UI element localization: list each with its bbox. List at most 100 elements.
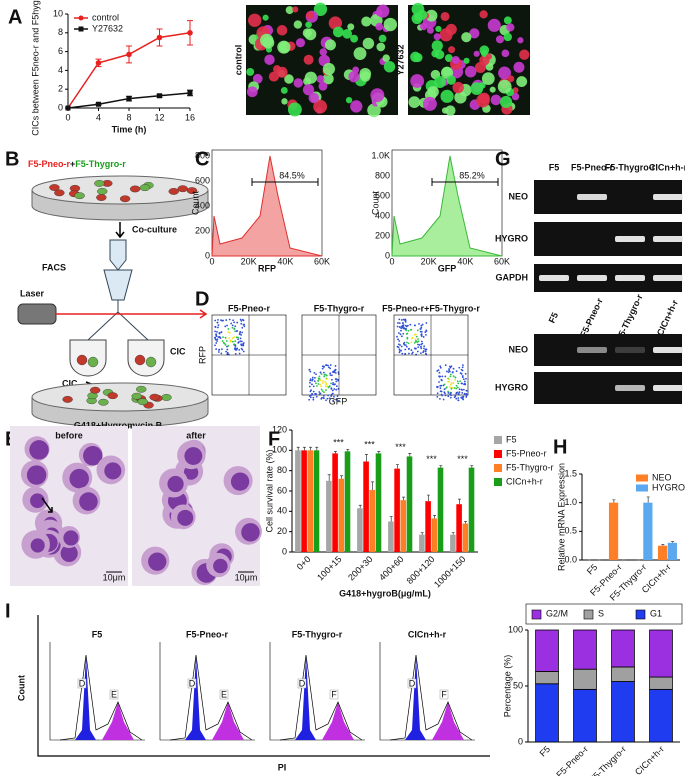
y-tick-label: 80 — [277, 465, 287, 475]
event — [464, 393, 467, 396]
bar — [394, 468, 400, 552]
event — [414, 338, 417, 341]
event — [440, 393, 443, 396]
cell — [464, 65, 477, 78]
event — [315, 382, 317, 385]
band — [615, 385, 645, 391]
error-bar — [377, 451, 381, 454]
cell — [362, 37, 375, 50]
cell — [87, 356, 99, 368]
event — [325, 399, 327, 402]
event — [408, 347, 411, 350]
cell — [507, 75, 515, 83]
cell — [322, 62, 335, 76]
event — [335, 388, 338, 391]
cell — [97, 187, 108, 195]
event — [408, 352, 410, 355]
cell — [367, 103, 381, 118]
event — [409, 323, 412, 326]
axis-line — [269, 642, 365, 741]
x-tick-label: CICn+h-r — [633, 744, 666, 776]
event — [462, 398, 465, 401]
event — [420, 324, 423, 327]
event — [331, 389, 334, 392]
event — [242, 342, 245, 344]
event — [413, 333, 416, 336]
event — [315, 395, 318, 398]
event — [459, 380, 461, 383]
bar — [344, 451, 351, 552]
histogram-curve — [211, 155, 323, 257]
cell — [503, 16, 512, 25]
event — [321, 382, 324, 384]
event — [219, 337, 222, 339]
event — [436, 370, 439, 372]
tube — [69, 339, 107, 377]
event — [448, 368, 450, 370]
cell — [431, 40, 443, 52]
event — [217, 326, 219, 329]
cell — [490, 94, 502, 106]
quadrant — [212, 315, 286, 395]
significance-label: *** — [333, 438, 344, 448]
axis-line — [379, 642, 475, 741]
event — [410, 349, 413, 351]
event — [455, 387, 458, 390]
event — [324, 385, 327, 388]
cell — [413, 53, 423, 63]
event — [422, 351, 424, 354]
event — [227, 344, 230, 347]
cell — [347, 23, 355, 31]
band — [577, 347, 607, 353]
nucleus — [26, 465, 47, 485]
plot-title: F5-Pneo-r+F5-Thygro-r — [382, 303, 480, 313]
gate-label: 84.5% — [279, 170, 305, 180]
cell — [177, 185, 188, 193]
y-axis-label: Percentage (%) — [502, 655, 512, 718]
cell — [305, 21, 312, 28]
event — [312, 398, 315, 401]
cell — [302, 28, 312, 38]
cell — [410, 74, 425, 88]
legend-box — [525, 603, 683, 625]
error-bar — [346, 448, 350, 452]
point — [156, 34, 163, 41]
event — [314, 392, 317, 395]
event — [226, 351, 229, 354]
event — [335, 378, 338, 381]
event — [411, 336, 414, 339]
event — [421, 323, 424, 326]
event — [401, 335, 403, 338]
event — [334, 365, 337, 367]
histogram-line — [59, 654, 143, 741]
y-tick-label: 0 — [518, 736, 523, 746]
bar — [369, 489, 376, 552]
significance-label: *** — [395, 442, 406, 452]
event — [308, 398, 311, 401]
plot-title: F5-Pneo-r — [228, 303, 271, 313]
event — [231, 337, 234, 340]
y-tick-label: 600 — [195, 175, 210, 185]
event — [241, 348, 244, 351]
event — [401, 352, 404, 355]
event — [322, 394, 325, 397]
event — [322, 366, 325, 368]
cell — [119, 195, 131, 203]
event — [309, 370, 312, 373]
bar — [462, 523, 469, 552]
y-tick-label: 6 — [58, 46, 63, 56]
event — [400, 329, 402, 332]
legend-label: G2/M — [546, 608, 568, 618]
event — [444, 392, 446, 395]
error-bar — [439, 465, 443, 468]
y-axis-label: Count — [16, 675, 26, 701]
event — [216, 321, 219, 324]
bar — [643, 502, 653, 560]
y-tick-label: 0 — [205, 250, 210, 260]
event — [322, 396, 325, 399]
cell — [422, 96, 437, 111]
y-tick-label: 1.0K — [371, 150, 390, 160]
cell — [486, 53, 493, 60]
cell — [76, 354, 88, 366]
event — [436, 395, 439, 398]
